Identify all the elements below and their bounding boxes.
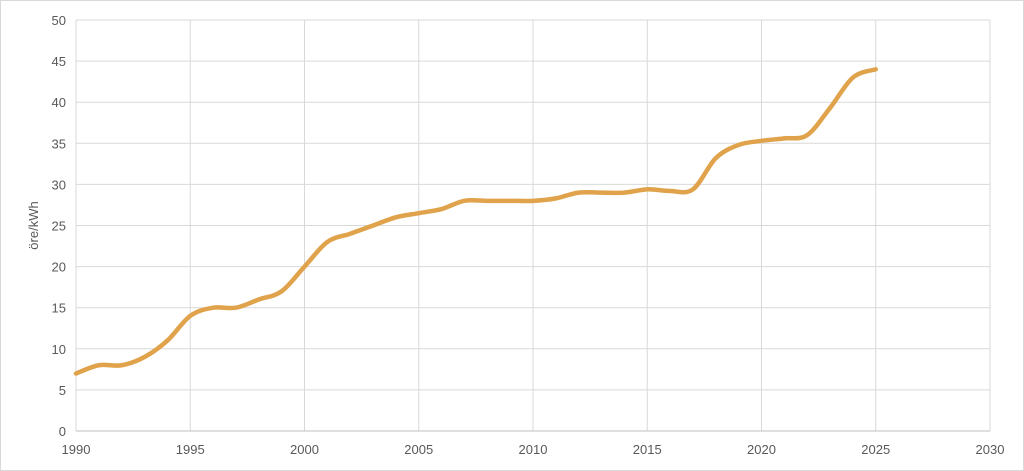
data-point bbox=[645, 187, 649, 191]
x-tick-label: 2000 bbox=[290, 442, 319, 457]
y-tick-label: 15 bbox=[52, 301, 66, 316]
data-point bbox=[691, 187, 695, 191]
y-tick-label: 50 bbox=[52, 13, 66, 28]
data-point bbox=[737, 143, 741, 147]
data-point bbox=[120, 363, 124, 367]
gridlines bbox=[75, 19, 991, 431]
data-point bbox=[325, 240, 329, 244]
y-tick-label: 45 bbox=[52, 54, 66, 69]
data-point bbox=[508, 199, 512, 203]
x-tick-label: 1990 bbox=[62, 442, 91, 457]
x-tick-label: 2030 bbox=[976, 442, 1005, 457]
data-point bbox=[851, 76, 855, 80]
x-tick-label: 2005 bbox=[404, 442, 433, 457]
data-point bbox=[554, 196, 558, 200]
y-tick-label: 5 bbox=[59, 383, 66, 398]
data-point bbox=[531, 199, 535, 203]
data-point bbox=[257, 297, 261, 301]
data-point bbox=[874, 67, 878, 71]
data-point bbox=[600, 191, 604, 195]
y-tick-label: 35 bbox=[52, 136, 66, 151]
data-point bbox=[97, 363, 101, 367]
data-point bbox=[348, 232, 352, 236]
x-tick-label: 2010 bbox=[519, 442, 548, 457]
data-point bbox=[577, 191, 581, 195]
y-tick-label: 20 bbox=[52, 260, 66, 275]
data-point bbox=[417, 211, 421, 215]
x-tick-label: 2020 bbox=[747, 442, 776, 457]
data-point bbox=[371, 224, 375, 228]
x-tick-label: 1995 bbox=[176, 442, 205, 457]
data-point bbox=[462, 199, 466, 203]
data-point bbox=[143, 355, 147, 359]
data-point bbox=[394, 215, 398, 219]
data-point bbox=[234, 306, 238, 310]
y-axis-title: öre/kWh bbox=[26, 201, 41, 249]
data-point bbox=[303, 265, 307, 269]
data-point bbox=[805, 133, 809, 137]
x-tick-label: 2015 bbox=[633, 442, 662, 457]
data-point bbox=[188, 314, 192, 318]
data-point bbox=[211, 306, 215, 310]
y-tick-label: 0 bbox=[59, 424, 66, 439]
y-tick-label: 25 bbox=[52, 219, 66, 234]
data-point bbox=[440, 207, 444, 211]
data-point bbox=[280, 289, 284, 293]
x-tick-label: 2025 bbox=[861, 442, 890, 457]
data-point bbox=[668, 189, 672, 193]
data-point bbox=[165, 339, 169, 343]
data-point bbox=[485, 199, 489, 203]
data-point bbox=[828, 106, 832, 110]
y-tick-label: 40 bbox=[52, 95, 66, 110]
y-tick-label: 10 bbox=[52, 342, 66, 357]
data-point bbox=[74, 371, 78, 375]
data-point bbox=[760, 139, 764, 143]
series-layer bbox=[73, 67, 878, 376]
data-point bbox=[782, 136, 786, 140]
data-point bbox=[714, 156, 718, 160]
series-line bbox=[73, 67, 878, 376]
y-tick-label: 30 bbox=[52, 177, 66, 192]
data-point bbox=[622, 191, 626, 195]
